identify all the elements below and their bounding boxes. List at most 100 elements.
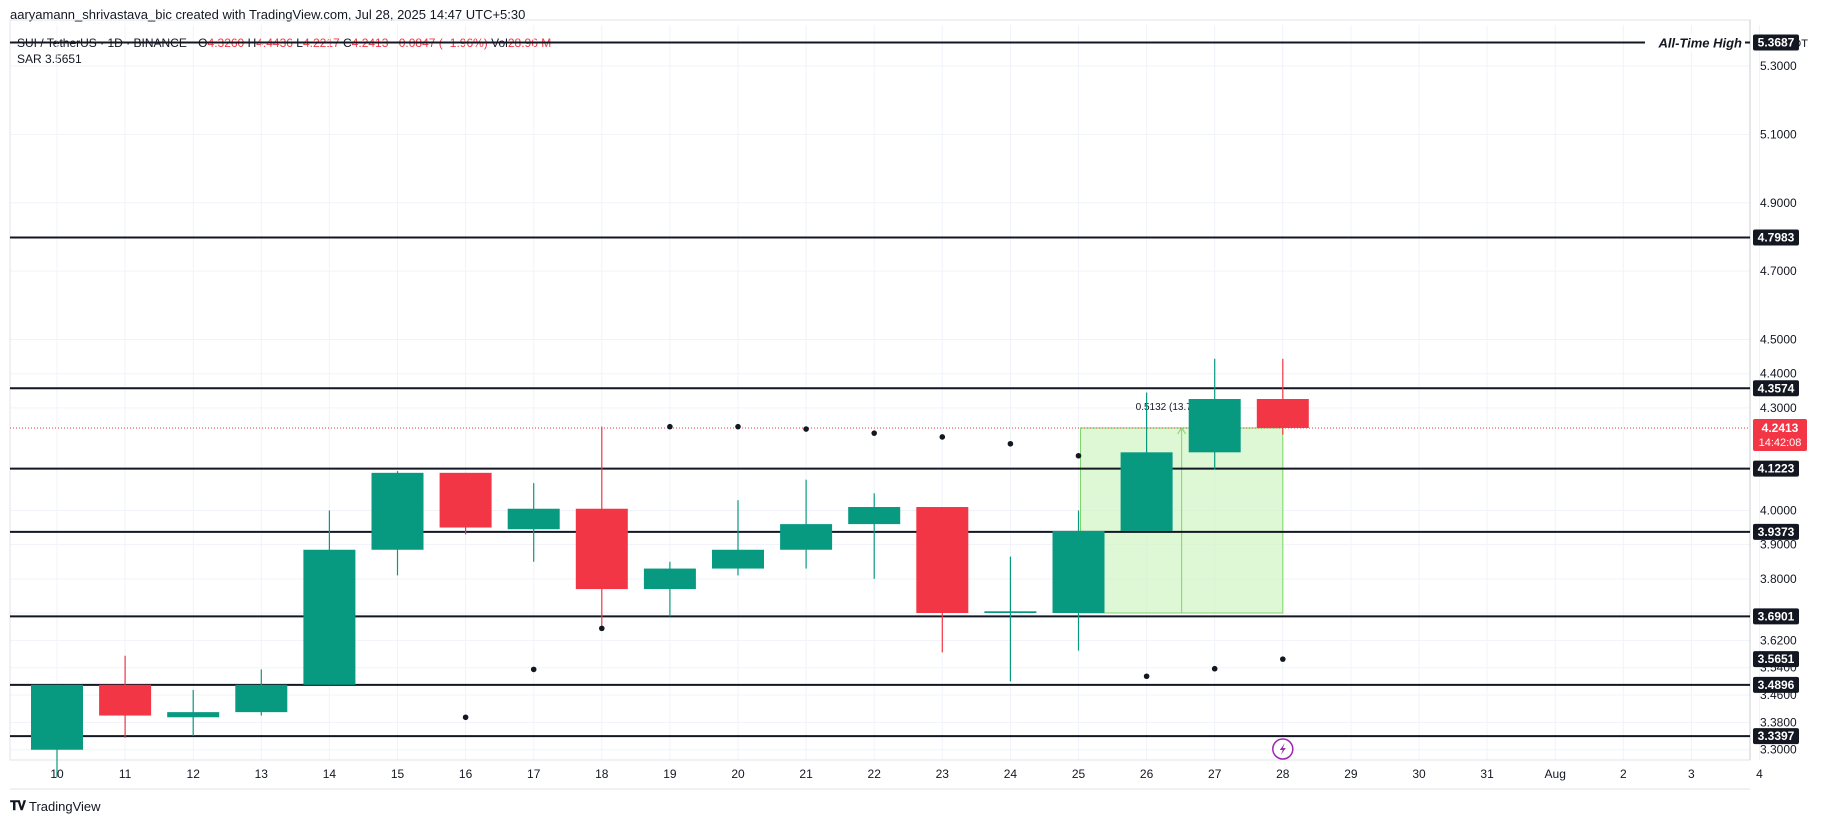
candle-body <box>643 568 696 590</box>
time-tick-label: 13 <box>255 767 269 781</box>
sar-dot <box>530 666 537 673</box>
price-tick-label: 4.3000 <box>1760 401 1797 415</box>
price-tick-label: 4.5000 <box>1760 333 1797 347</box>
price-tick-label: 3.3800 <box>1760 715 1797 729</box>
level-price-tag: 4.3574 <box>1758 381 1795 395</box>
price-tick-label: 3.3000 <box>1760 743 1797 757</box>
candle-body <box>984 611 1037 613</box>
level-price-tag-bg <box>1753 34 1799 51</box>
chart-credit: aaryamann_shrivastava_bic created with T… <box>10 7 526 22</box>
level-price-tag-bg <box>1753 460 1799 477</box>
sar-dot <box>1143 673 1150 680</box>
level-price-tag-bg <box>1753 380 1799 397</box>
level-price-tag: 5.3687 <box>1758 36 1795 50</box>
level-price-tag: 3.9373 <box>1758 525 1795 539</box>
candle-body <box>371 472 424 550</box>
price-tags: 5.3687 4.7983 4.3574 4.1223 3.9373 3.6901 3.48… <box>1272 34 1807 760</box>
time-tick-label: 10 <box>50 767 64 781</box>
time-tick-label: 28 <box>1276 767 1290 781</box>
measure-range: 0.5132 (13.79%) 5,132 <box>1080 402 1284 614</box>
time-tick-label: 16 <box>459 767 473 781</box>
time-tick-label: 15 <box>391 767 405 781</box>
time-tick-label: 2 <box>1620 767 1627 781</box>
level-price-tag: 3.4896 <box>1758 678 1795 692</box>
time-axis: 10 11 12 13 14 15 16 17 18 19 20 21 22 23 24 25 26 27 28 29… <box>50 767 1763 781</box>
sar-dot <box>1007 440 1014 447</box>
sar-legend: SAR 3.5651 <box>17 52 82 66</box>
sar-dot <box>803 426 809 432</box>
time-tick-label: 14 <box>323 767 337 781</box>
time-tick-label: 24 <box>1004 767 1018 781</box>
time-tick-label: 29 <box>1344 767 1358 781</box>
measure-range-arrowhead <box>1177 427 1187 435</box>
candle-body <box>712 549 764 569</box>
candle-body <box>575 508 628 590</box>
time-tick-label: 19 <box>663 767 677 781</box>
sar-dot <box>1280 656 1286 662</box>
price-tick-label: 4.4000 <box>1760 367 1797 381</box>
sar-price-tag-bg <box>1753 651 1799 668</box>
level-price-tag-bg <box>1753 676 1799 693</box>
candle-body <box>1188 398 1241 453</box>
tradingview-logo[interactable]: 𝐓𝐕 TradingView <box>10 798 101 814</box>
time-tick-label: 12 <box>187 767 201 781</box>
candle-body <box>235 684 288 713</box>
time-tick-label: 20 <box>731 767 745 781</box>
sar-dot <box>735 423 741 430</box>
price-axis: USDT5.30005.10004.90004.70004.50004.4000… <box>1760 38 1808 757</box>
level-note-bg <box>1645 33 1745 52</box>
sar-value: 3.5651 <box>45 52 82 66</box>
level-price-tag: 3.6901 <box>1758 609 1795 623</box>
level-price-tag-bg <box>1753 728 1799 745</box>
tradingview-mark-icon: 𝐓𝐕 <box>10 798 26 813</box>
level-price-tag-bg <box>1753 608 1799 625</box>
time-tick-label: Aug <box>1545 767 1566 781</box>
level-price-tag: 3.3397 <box>1758 729 1795 743</box>
support-resistance-lines: All-Time High <box>10 33 1750 738</box>
sar-dot <box>939 434 946 440</box>
price-tick-label: 4.0000 <box>1760 503 1797 517</box>
time-tick-label: 22 <box>868 767 882 781</box>
candle-body <box>167 712 220 718</box>
candle-body <box>1256 398 1309 428</box>
price-tick-label: 5.1000 <box>1760 127 1797 141</box>
tradingview-brand: TradingView <box>29 798 101 814</box>
sar-dot <box>667 423 673 430</box>
time-tick-label: 18 <box>595 767 609 781</box>
price-tick-label: 4.7000 <box>1760 264 1797 278</box>
time-tick-label: 26 <box>1140 767 1154 781</box>
time-tick-label: 21 <box>799 767 813 781</box>
candle-body <box>303 549 356 685</box>
time-tick-label: 23 <box>936 767 950 781</box>
sar-dot <box>462 714 469 721</box>
time-tick-label: 31 <box>1480 767 1494 781</box>
time-tick-label: 30 <box>1412 767 1426 781</box>
current-price-tag-bg <box>1753 418 1807 451</box>
sar-label: SAR <box>17 52 42 66</box>
symbol-legend: SUI / TetherUS · 1D · BINANCE O4.3260 H4… <box>17 35 551 52</box>
candle-body <box>1052 530 1105 613</box>
candle-body <box>1120 452 1173 531</box>
current-price-tag: 4.2413 <box>1762 421 1799 435</box>
price-tick-label: 3.8000 <box>1760 572 1797 586</box>
lightning-icon <box>1279 743 1286 755</box>
candle-body <box>780 524 833 550</box>
level-price-tag-bg <box>1753 523 1799 540</box>
countdown-tag: 14:42:08 <box>1759 437 1802 449</box>
time-tick-label: 27 <box>1208 767 1222 781</box>
time-tick-label: 17 <box>527 767 541 781</box>
time-tick-label: 3 <box>1688 767 1695 781</box>
candles <box>31 358 1309 778</box>
candle-body <box>99 684 152 716</box>
level-price-tag: 4.7983 <box>1758 231 1795 245</box>
sar-dots <box>462 423 1286 721</box>
level-note: All-Time High <box>1657 36 1742 51</box>
sar-price-tag: 3.5651 <box>1758 652 1795 666</box>
candle-body <box>31 684 83 750</box>
price-tick-label: 4.9000 <box>1760 196 1797 210</box>
time-tick-label: 11 <box>119 767 132 781</box>
sar-dot <box>599 625 605 632</box>
candle-body <box>916 507 969 613</box>
candle-body <box>507 508 560 530</box>
